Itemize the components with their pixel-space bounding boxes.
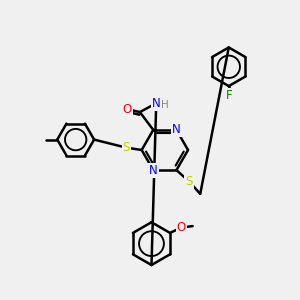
Text: O: O	[123, 103, 132, 116]
Text: N: N	[149, 164, 158, 177]
Text: S: S	[185, 175, 193, 188]
Text: N: N	[152, 97, 161, 110]
Text: F: F	[226, 89, 232, 102]
Text: S: S	[122, 141, 130, 154]
Text: H: H	[161, 100, 168, 110]
Text: O: O	[177, 221, 186, 234]
Text: N: N	[172, 123, 181, 136]
